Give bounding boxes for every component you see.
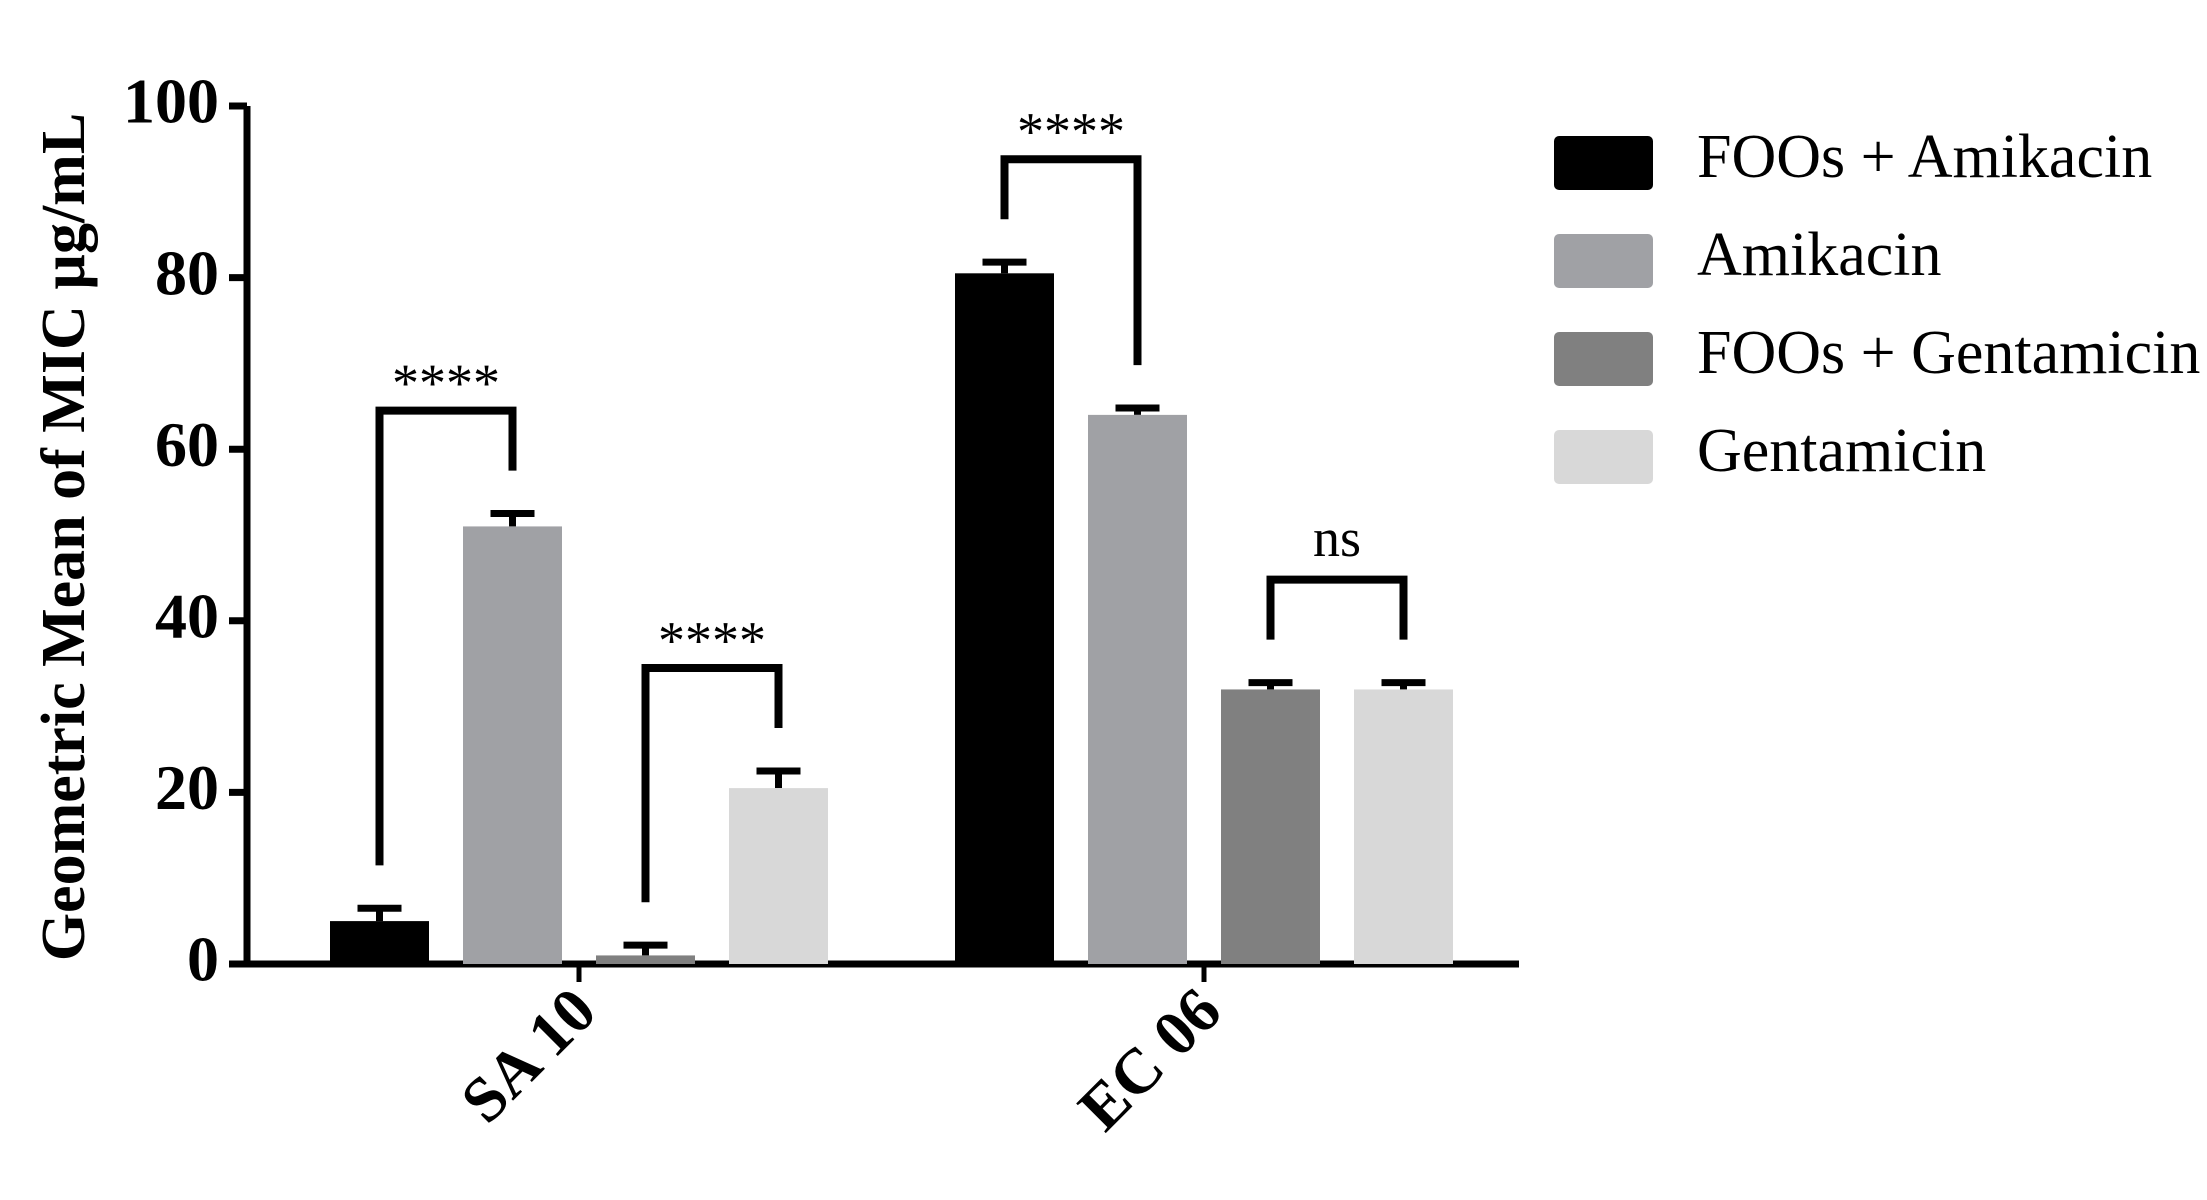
y-tick-label: 80 xyxy=(155,237,219,308)
bar xyxy=(330,921,429,964)
bar xyxy=(1088,414,1187,964)
significance-bracket xyxy=(1266,575,1408,640)
significance-bracket xyxy=(1000,155,1142,366)
significance-label: **** xyxy=(658,610,766,670)
y-tick-label: 40 xyxy=(155,580,219,651)
significance-bracket xyxy=(375,406,517,866)
x-tick-label: EC 06 xyxy=(1065,974,1235,1144)
significance-label: **** xyxy=(1017,102,1125,162)
y-tick-label: 60 xyxy=(155,409,219,480)
significance-label: ns xyxy=(1313,508,1361,568)
bar xyxy=(729,788,828,964)
bar xyxy=(1354,689,1453,964)
significance-label: **** xyxy=(392,353,500,413)
legend-label: FOOs + Amikacin xyxy=(1697,123,2152,191)
legend-swatch xyxy=(1554,136,1653,190)
y-tick-label: 0 xyxy=(187,924,219,995)
y-tick-label: 20 xyxy=(155,752,219,823)
bar xyxy=(1221,689,1320,964)
bar xyxy=(955,273,1054,964)
legend-label: FOOs + Gentamicin xyxy=(1697,319,2200,387)
legend-label: Amikacin xyxy=(1697,221,1942,289)
legend-label: Gentamicin xyxy=(1697,417,1986,485)
bar xyxy=(596,955,695,964)
significance-bracket xyxy=(641,663,783,903)
legend-swatch xyxy=(1554,332,1653,386)
y-axis-title: Geometric Mean of MIC µg/mL xyxy=(30,113,98,961)
x-tick-label: SA 10 xyxy=(447,974,609,1136)
y-tick-label: 100 xyxy=(123,66,219,137)
legend-swatch xyxy=(1554,430,1653,484)
legend-swatch xyxy=(1554,234,1653,288)
bar xyxy=(463,526,562,964)
